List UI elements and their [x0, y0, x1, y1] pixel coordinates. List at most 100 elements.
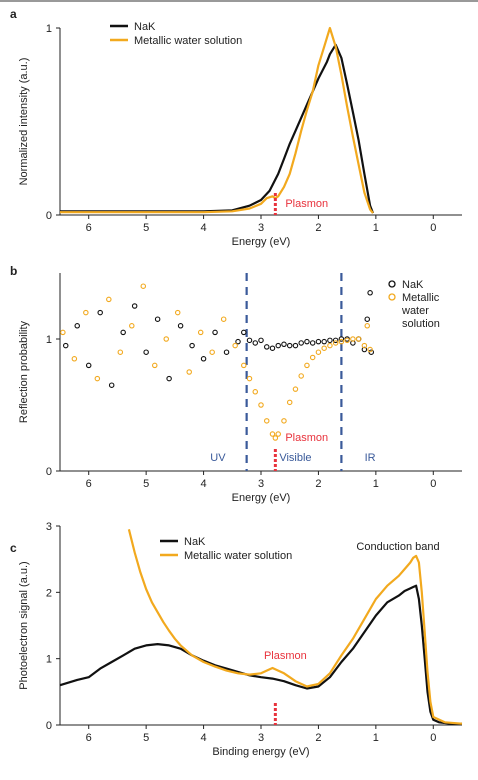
data-point	[83, 309, 89, 316]
y-axis-label: Photoelectron signal (a.u.)	[18, 561, 30, 689]
x-tick-label: 1	[373, 222, 379, 234]
data-point	[241, 329, 247, 336]
data-point	[263, 344, 270, 350]
data-point	[269, 431, 276, 437]
data-point	[258, 337, 264, 344]
data-point	[298, 340, 304, 346]
data-point	[332, 340, 339, 346]
data-point	[241, 362, 247, 369]
data-point	[131, 303, 138, 309]
legend-label: NaK	[134, 21, 156, 33]
conduction-band-label: Conduction band	[356, 541, 439, 553]
data-point	[106, 296, 112, 303]
data-point	[60, 329, 66, 336]
data-point	[327, 342, 333, 349]
plasmon-label: Plasmon	[264, 650, 307, 662]
legend-marker	[388, 293, 396, 301]
data-point	[368, 349, 375, 355]
x-tick-label: 0	[430, 732, 436, 744]
data-point	[338, 336, 345, 342]
data-point	[140, 283, 147, 289]
panel-a: a 6 5 4 3 2 1 0 0 1 Energy (eV) Normalized intensit…	[10, 7, 462, 248]
legend-marker	[388, 280, 396, 288]
data-point	[166, 375, 172, 382]
data-point	[269, 345, 276, 351]
data-point	[292, 386, 299, 392]
x-tick-label: 0	[430, 222, 436, 234]
legend-label: solution	[402, 318, 440, 330]
data-point	[232, 342, 238, 349]
data-point	[263, 418, 270, 424]
data-point	[309, 340, 316, 346]
data-point	[292, 342, 299, 349]
plasmon-label: Plasmon	[285, 198, 328, 210]
legend-label: water	[401, 305, 429, 317]
x-axis-label: Binding energy (eV)	[212, 746, 309, 758]
data-point	[97, 309, 103, 316]
x-axis-label: Energy (eV)	[232, 492, 291, 504]
data-point	[364, 316, 370, 322]
data-point	[272, 435, 279, 441]
data-point	[186, 369, 192, 375]
legend-label: Metallic water solution	[134, 35, 242, 47]
data-point	[174, 309, 181, 316]
x-tick-label: 3	[258, 732, 264, 744]
data-point	[298, 373, 304, 379]
data-point	[304, 338, 310, 345]
data-point	[252, 340, 259, 346]
legend-label: Metallic water solution	[184, 550, 292, 562]
panels: a 6 5 4 3 2 1 0 0 1 Energy (eV) Normalized intensit…	[10, 7, 463, 758]
y-tick-label: 1	[46, 23, 52, 35]
data-point	[94, 375, 101, 382]
y-tick-label: 2	[46, 587, 52, 599]
x-axis-label: Energy (eV)	[232, 236, 291, 248]
data-point	[361, 342, 368, 349]
data-point	[286, 399, 293, 406]
x-tick-label: 6	[86, 478, 92, 490]
data-point	[286, 342, 293, 349]
plasmon-label: Plasmon	[285, 432, 328, 444]
data-point	[223, 349, 230, 355]
x-tick-label: 6	[86, 732, 92, 744]
data-point	[321, 338, 327, 345]
data-point	[200, 356, 207, 362]
data-point	[177, 323, 184, 329]
data-point	[246, 375, 253, 382]
panel-label: a	[10, 7, 17, 21]
x-tick-label: 5	[143, 222, 149, 234]
panel-label: c	[10, 541, 17, 555]
data-point	[154, 316, 161, 322]
data-point	[321, 345, 327, 351]
data-point	[220, 316, 227, 322]
data-point	[235, 338, 241, 345]
y-tick-label: 0	[46, 720, 52, 732]
series-line	[127, 529, 463, 725]
data-point	[367, 290, 373, 296]
y-tick-label: 1	[46, 654, 52, 666]
x-tick-label: 2	[315, 478, 321, 490]
data-point	[364, 323, 370, 329]
panel-c: c 6 5 4 3 2 1 0 0 1 2 3 Binding energy (eV) Photoelec…	[10, 521, 463, 758]
y-tick-label: 0	[46, 210, 52, 222]
data-point	[129, 323, 135, 329]
data-point	[281, 418, 287, 424]
x-tick-label: 4	[201, 222, 207, 234]
region-label: UV	[210, 452, 226, 464]
legend-label: Metallic	[402, 292, 440, 304]
data-point	[152, 362, 158, 369]
data-point	[74, 323, 80, 329]
x-tick-label: 1	[373, 732, 379, 744]
x-tick-label: 0	[430, 478, 436, 490]
y-tick-label: 1	[46, 334, 52, 346]
x-tick-label: 4	[201, 478, 207, 490]
data-point	[275, 431, 281, 437]
data-point	[189, 342, 195, 349]
x-tick-label: 3	[258, 478, 264, 490]
region-label: Visible	[279, 452, 311, 464]
x-tick-label: 6	[86, 222, 92, 234]
legend-label: NaK	[402, 279, 424, 291]
data-point	[332, 337, 339, 344]
series-line	[60, 26, 374, 214]
data-point	[120, 329, 126, 336]
